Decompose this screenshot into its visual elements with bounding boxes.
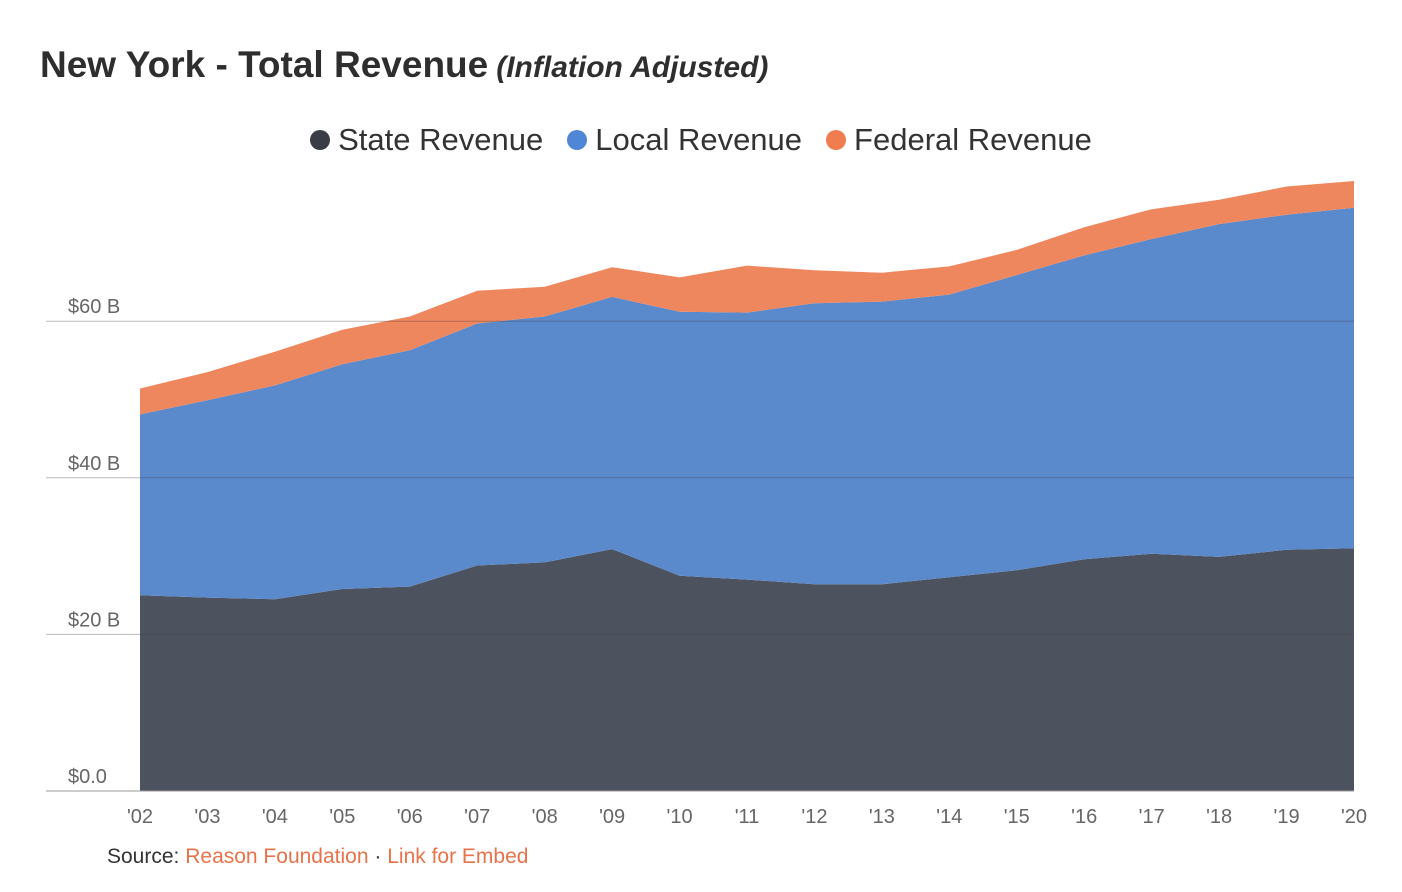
y-tick-label-2: $40 B — [68, 453, 120, 475]
x-tick-label-2: '04 — [262, 806, 288, 828]
x-tick-label-6: '08 — [532, 806, 558, 828]
legend-label: State Revenue — [338, 122, 544, 157]
x-tick-label-1: '03 — [194, 806, 220, 828]
x-tick-label-17: '19 — [1274, 806, 1300, 828]
chart-title: New York - Total Revenue (Inflation Adjus… — [40, 44, 768, 86]
x-tick-label-4: '06 — [397, 806, 423, 828]
chart-title-main: New York - Total Revenue — [40, 44, 489, 85]
y-axis: $0.0 $20 B $40 B $60 B — [68, 296, 120, 788]
x-tick-label-5: '07 — [464, 806, 490, 828]
y-tick-label-0: $0.0 — [68, 766, 107, 788]
x-tick-label-15: '17 — [1139, 806, 1165, 828]
x-tick-label-16: '18 — [1206, 806, 1232, 828]
x-tick-label-7: '09 — [599, 806, 625, 828]
legend-item-0[interactable]: State Revenue — [310, 122, 543, 158]
x-tick-label-11: '13 — [869, 806, 895, 828]
x-tick-label-8: '10 — [667, 806, 693, 828]
legend-label: Federal Revenue — [854, 122, 1092, 157]
legend-dot-icon — [567, 129, 588, 150]
area-series-0 — [140, 548, 1354, 791]
legend-label: Local Revenue — [595, 122, 803, 157]
x-tick-label-3: '05 — [329, 806, 355, 828]
x-tick-label-14: '16 — [1071, 806, 1097, 828]
legend-dot-icon — [826, 129, 847, 150]
area-layer — [140, 181, 1354, 791]
source-label: Source: — [107, 845, 180, 868]
x-tick-label-0: '02 — [127, 806, 153, 828]
chart-subtitle: (Inflation Adjusted) — [496, 51, 769, 84]
x-tick-label-13: '15 — [1004, 806, 1030, 828]
source-line: Source: Reason Foundation · Link for Emb… — [107, 845, 528, 869]
grid-layer — [46, 320, 1354, 792]
y-tick-label-1: $20 B — [68, 609, 120, 631]
source-separator: · — [374, 845, 382, 868]
chart-legend: State Revenue Local Revenue Federal Revenu… — [0, 122, 1402, 158]
legend-item-1[interactable]: Local Revenue — [567, 122, 802, 158]
x-axis: '02 '03 '04 '05 '06 '07 '08 '09 '10 '11 '12 '13 '14 '… — [127, 806, 1367, 828]
x-tick-label-10: '12 — [801, 806, 827, 828]
area-series-2 — [140, 181, 1354, 415]
x-tick-label-9: '11 — [735, 806, 760, 828]
y-tick-label-3: $60 B — [68, 296, 120, 318]
source-link[interactable]: Reason Foundation — [185, 845, 369, 868]
x-tick-label-18: '20 — [1341, 806, 1367, 828]
embed-link[interactable]: Link for Embed — [387, 845, 529, 868]
legend-dot-icon — [310, 129, 331, 150]
x-tick-label-12: '14 — [936, 806, 962, 828]
area-series-1 — [140, 207, 1354, 600]
legend-item-2[interactable]: Federal Revenue — [826, 122, 1092, 158]
